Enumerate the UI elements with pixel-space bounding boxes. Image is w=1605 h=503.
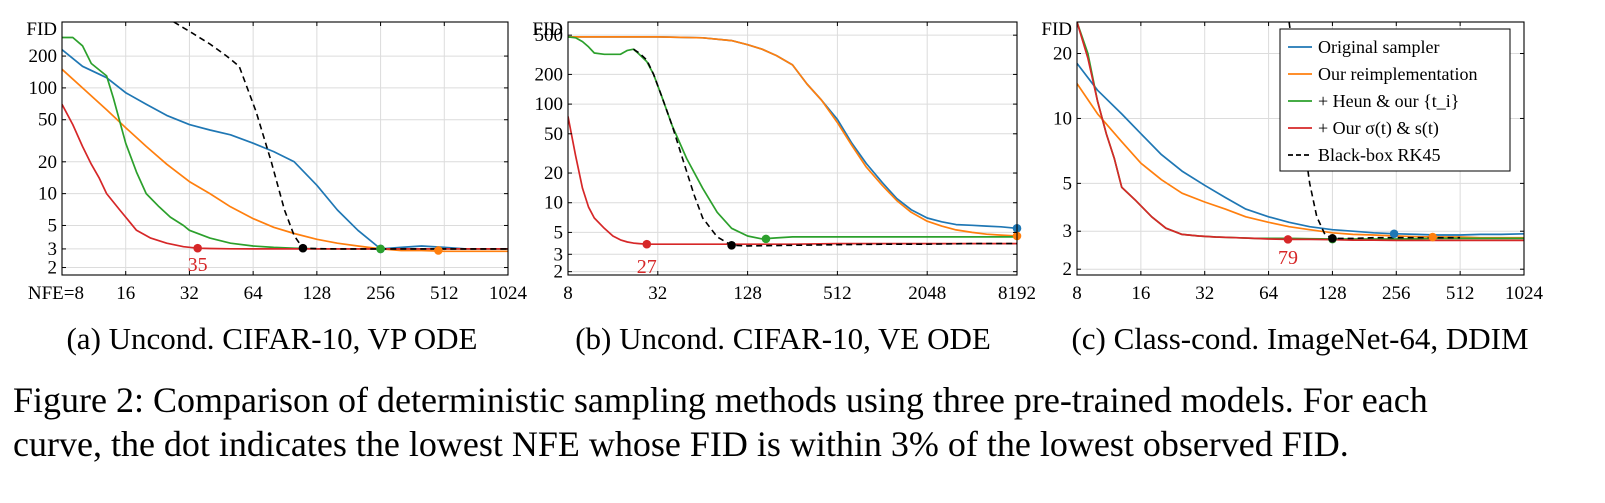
chart-subtitle: (b) Uncond. CIFAR-10, VE ODE: [575, 321, 991, 356]
x-tick-label: 512: [430, 283, 459, 304]
plot-frame: [567, 21, 1018, 276]
grid: [61, 22, 509, 275]
series-line-4: [633, 48, 1017, 247]
x-tick-label: 16: [1131, 283, 1150, 304]
series-line-3: [62, 103, 508, 250]
x-tick-label: 32: [180, 283, 199, 304]
x-tick-label: NFE=8: [28, 283, 84, 304]
y-tick-label: 50: [544, 124, 563, 145]
x-tick-label: 512: [823, 283, 852, 304]
y-tick-label: 200: [29, 46, 58, 67]
legend-label-2: + Heun & our {t_i}: [1318, 91, 1459, 111]
series-group: [568, 36, 1017, 247]
x-tick-label: 64: [244, 283, 264, 304]
series-dot-0: [1389, 229, 1399, 239]
series-line-0: [1077, 62, 1524, 236]
plot-frame: [61, 21, 509, 276]
series-dot-4: [1328, 234, 1337, 243]
x-tick-label: 128: [1318, 283, 1347, 304]
series-line-0: [62, 49, 508, 250]
series-line-2: [568, 36, 1017, 240]
x-tick-label: 8192: [998, 283, 1036, 304]
x-tick-label: 16: [116, 283, 135, 304]
y-tick-label: 100: [535, 94, 564, 115]
figure-caption: Figure 2: Comparison of deterministic sa…: [13, 378, 1598, 466]
y-axis-label: FID: [1041, 19, 1072, 40]
series-dot-3: [1283, 235, 1293, 244]
x-tick-label: 2048: [908, 283, 946, 304]
y-tick-label: 100: [29, 78, 58, 99]
x-tick-label: 32: [648, 283, 667, 304]
y-tick-label: 200: [535, 64, 564, 85]
y-tick-label: 10: [544, 193, 563, 214]
legend-box: [1279, 28, 1511, 172]
series-line-1: [62, 68, 508, 253]
series-line-3: [568, 116, 1017, 246]
series-dot-2: [761, 234, 771, 244]
legend-label-1: Our reimplementation: [1318, 64, 1477, 84]
y-tick-label: 2: [554, 262, 564, 283]
legend: Original sampler Our reimplementation + He…: [1279, 28, 1511, 172]
y-tick-label: 5: [1063, 173, 1073, 194]
series-dot-1: [1428, 232, 1437, 242]
x-tick-label: 128: [733, 283, 762, 304]
chart-panel-0: NFE=8 16 32 64 128 256 512 1024235102050100200F…: [26, 19, 527, 356]
series-line-1: [568, 36, 1017, 237]
caption-line-1: Figure 2: Comparison of deterministic sa…: [13, 380, 1428, 420]
y-tick-label: 3: [554, 244, 564, 265]
x-tick-label: 512: [1446, 283, 1475, 304]
x-tick-label: 1024: [489, 283, 528, 304]
x-tick-label: 32: [1195, 283, 1214, 304]
y-axis-label: FID: [26, 19, 57, 40]
legend-label-3: + Our σ(t) & s(t): [1318, 118, 1439, 139]
x-tick-label: 8: [563, 283, 573, 304]
x-tick-label: 64: [1259, 283, 1279, 304]
y-axis-label: FID: [532, 19, 563, 40]
y-tick-label: 5: [48, 215, 58, 236]
y-tick-label: 3: [48, 239, 58, 260]
y-tick-label: 50: [38, 110, 57, 131]
y-tick-label: 5: [554, 222, 564, 243]
x-tick-label: 1024: [1505, 283, 1544, 304]
chart-panel-2: 8 16 32 64 128 256 512 1024 2 3 5 10 20 FID 79 (c) Clas…: [1041, 19, 1543, 356]
y-tick-label: 500: [535, 25, 564, 46]
y-tick-label: 2: [1063, 259, 1073, 280]
y-tick-label: 2: [48, 258, 58, 279]
plot-frame: [1076, 21, 1525, 276]
annotation-label: 35: [188, 254, 208, 276]
series-dot-3: [193, 243, 202, 253]
y-tick-label: 10: [38, 184, 57, 205]
series-dot-4: [727, 241, 736, 250]
x-tick-label: 128: [303, 283, 332, 304]
annotation-label: 27: [637, 256, 657, 278]
legend-label-4: Black-box RK45: [1318, 145, 1440, 165]
legend-label-0: Original sampler: [1318, 37, 1439, 57]
series-dot-2: [376, 244, 385, 254]
series-line-2: [62, 36, 508, 250]
series-dot-4: [298, 243, 308, 253]
series-dot-3: [642, 239, 652, 249]
y-tick-label: 20: [38, 152, 57, 173]
x-tick-label: 256: [366, 283, 395, 304]
series-dot-1: [434, 246, 443, 255]
chart-subtitle: (a) Uncond. CIFAR-10, VP ODE: [66, 321, 477, 356]
y-tick-label: 20: [544, 163, 563, 184]
x-tick-label: 256: [1382, 283, 1411, 304]
annotation-label: 79: [1278, 247, 1298, 269]
caption-line-2: curve, the dot indicates the lowest NFE …: [13, 424, 1349, 464]
y-tick-label: 20: [1053, 44, 1072, 65]
y-tick-label: 10: [1053, 108, 1072, 129]
y-tick-label: 3: [1063, 221, 1073, 242]
x-tick-label: 8: [1072, 283, 1082, 304]
chart-subtitle: (c) Class-cond. ImageNet-64, DDIM: [1071, 321, 1528, 356]
